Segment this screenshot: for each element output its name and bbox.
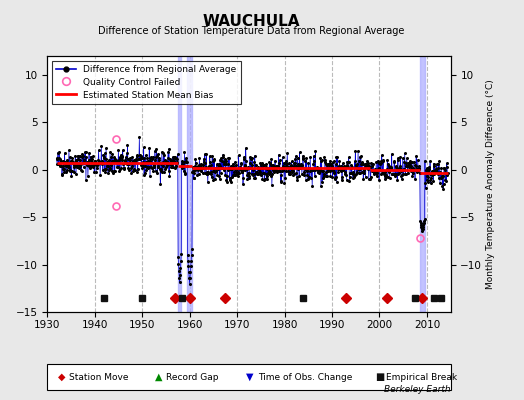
Text: ▲: ▲ — [155, 372, 162, 382]
Text: Berkeley Earth: Berkeley Earth — [384, 385, 451, 394]
Text: ▼: ▼ — [246, 372, 254, 382]
Text: ◆: ◆ — [58, 372, 65, 382]
Legend: Difference from Regional Average, Quality Control Failed, Estimated Station Mean: Difference from Regional Average, Qualit… — [52, 60, 241, 104]
Text: Difference of Station Temperature Data from Regional Average: Difference of Station Temperature Data f… — [99, 26, 405, 36]
Text: Empirical Break: Empirical Break — [386, 372, 457, 382]
Bar — [187, 56, 192, 312]
Text: ■: ■ — [375, 372, 384, 382]
Text: Time of Obs. Change: Time of Obs. Change — [258, 372, 352, 382]
Bar — [178, 56, 181, 312]
Bar — [420, 56, 424, 312]
Text: Record Gap: Record Gap — [166, 372, 219, 382]
Text: WAUCHULA: WAUCHULA — [203, 14, 300, 29]
Y-axis label: Monthly Temperature Anomaly Difference (°C): Monthly Temperature Anomaly Difference (… — [486, 79, 495, 289]
Text: Station Move: Station Move — [69, 372, 129, 382]
